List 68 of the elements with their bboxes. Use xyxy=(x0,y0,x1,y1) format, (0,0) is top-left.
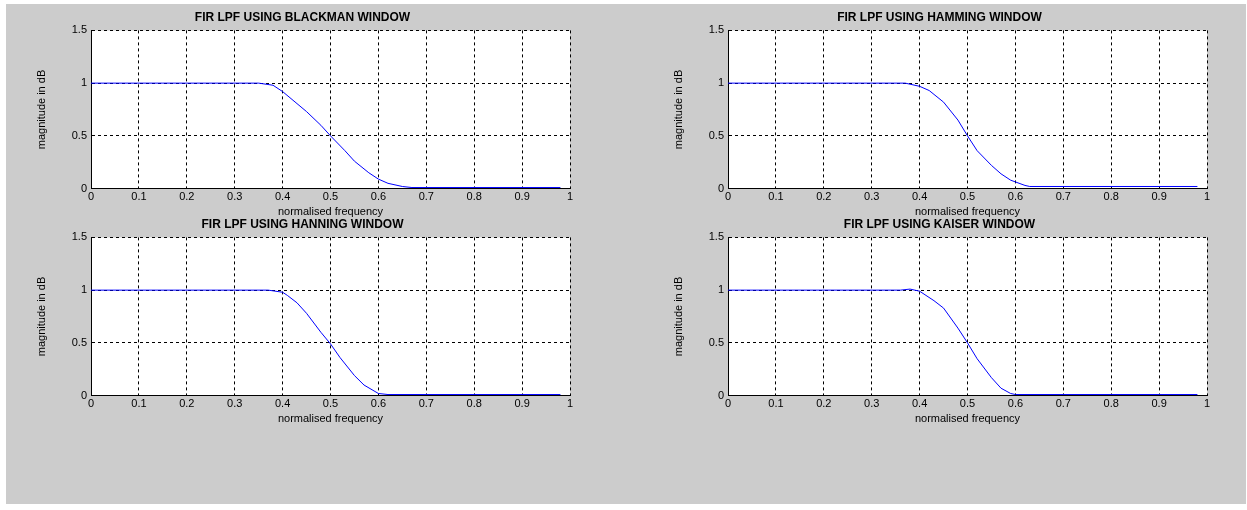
x-tick-label: 0.2 xyxy=(816,190,832,203)
x-tick-label: 0.9 xyxy=(514,190,530,203)
x-tick-label: 0.6 xyxy=(370,397,387,410)
x-tick-label: 0.8 xyxy=(466,190,482,203)
y-tick-label: 1.5 xyxy=(71,230,87,243)
x-tick-label: 0.3 xyxy=(227,190,243,203)
y-axis-title: magnitude in dB xyxy=(671,69,684,150)
x-tick-label: 0.1 xyxy=(131,190,147,203)
x-tick-label: 0.9 xyxy=(514,397,530,410)
y-tick-label: 1 xyxy=(717,76,724,89)
y-tick-label: 0 xyxy=(80,388,87,401)
y-tick-label: 1 xyxy=(80,76,87,89)
x-tick-label: 0.2 xyxy=(816,397,832,410)
chart-title: FIR LPF USING KAISER WINDOW xyxy=(843,216,1036,231)
x-tick-label: 0.2 xyxy=(179,397,195,410)
x-tick-label: 0.7 xyxy=(418,190,434,203)
y-axis-title: magnitude in dB xyxy=(34,276,47,357)
x-tick-label: 0.1 xyxy=(131,397,147,410)
x-tick-label: 0.6 xyxy=(370,190,387,203)
x-tick-label: 0.4 xyxy=(274,397,291,410)
y-tick-label: 1 xyxy=(717,283,724,296)
x-tick-label: 0.5 xyxy=(959,397,976,410)
x-tick-label: 0.5 xyxy=(322,190,339,203)
x-tick-label: 1 xyxy=(1203,190,1211,203)
x-tick-label: 0.1 xyxy=(768,190,784,203)
chart-title: FIR LPF USING HAMMING WINDOW xyxy=(837,9,1043,24)
y-axis-title: magnitude in dB xyxy=(34,69,47,150)
x-tick-label: 0.6 xyxy=(1007,397,1024,410)
y-axis-title: magnitude in dB xyxy=(671,276,684,357)
x-tick-label: 1 xyxy=(1203,397,1211,410)
x-tick-label: 0.3 xyxy=(227,397,243,410)
x-axis-title: normalised frequency xyxy=(277,205,384,218)
x-tick-label: 0.4 xyxy=(911,397,928,410)
x-tick-label: 0.4 xyxy=(911,190,928,203)
x-tick-label: 0.7 xyxy=(1055,190,1071,203)
y-tick-label: 1.5 xyxy=(708,23,724,36)
x-tick-label: 0.7 xyxy=(418,397,434,410)
x-axis-title: normalised frequency xyxy=(277,412,384,425)
x-tick-label: 0.6 xyxy=(1007,190,1024,203)
x-tick-label: 0.8 xyxy=(1103,397,1119,410)
x-tick-label: 0.8 xyxy=(466,397,482,410)
chart-title: FIR LPF USING HANNING WINDOW xyxy=(201,216,405,231)
x-tick-label: 0.9 xyxy=(1151,190,1167,203)
y-tick-label: 0 xyxy=(717,181,724,194)
x-tick-label: 0.4 xyxy=(274,190,291,203)
x-tick-label: 0.5 xyxy=(322,397,339,410)
x-axis-title: normalised frequency xyxy=(914,205,1021,218)
y-tick-label: 0.5 xyxy=(708,128,724,141)
y-tick-label: 1 xyxy=(80,283,87,296)
x-tick-label: 1 xyxy=(566,190,574,203)
x-tick-label: 0.9 xyxy=(1151,397,1167,410)
y-tick-label: 0 xyxy=(717,388,724,401)
x-tick-label: 1 xyxy=(566,397,574,410)
x-tick-label: 0.5 xyxy=(959,190,976,203)
x-tick-label: 0.7 xyxy=(1055,397,1071,410)
y-tick-label: 0.5 xyxy=(71,335,87,348)
y-tick-label: 1.5 xyxy=(708,230,724,243)
y-tick-label: 1.5 xyxy=(71,23,87,36)
x-tick-label: 0.3 xyxy=(864,397,880,410)
y-tick-label: 0.5 xyxy=(71,128,87,141)
chart-title: FIR LPF USING BLACKMAN WINDOW xyxy=(194,9,411,24)
x-tick-label: 0.3 xyxy=(864,190,880,203)
x-tick-label: 0.2 xyxy=(179,190,195,203)
x-tick-label: 0.1 xyxy=(768,397,784,410)
y-tick-label: 0 xyxy=(80,181,87,194)
x-tick-label: 0.8 xyxy=(1103,190,1119,203)
y-tick-label: 0.5 xyxy=(708,335,724,348)
x-axis-title: normalised frequency xyxy=(914,412,1021,425)
